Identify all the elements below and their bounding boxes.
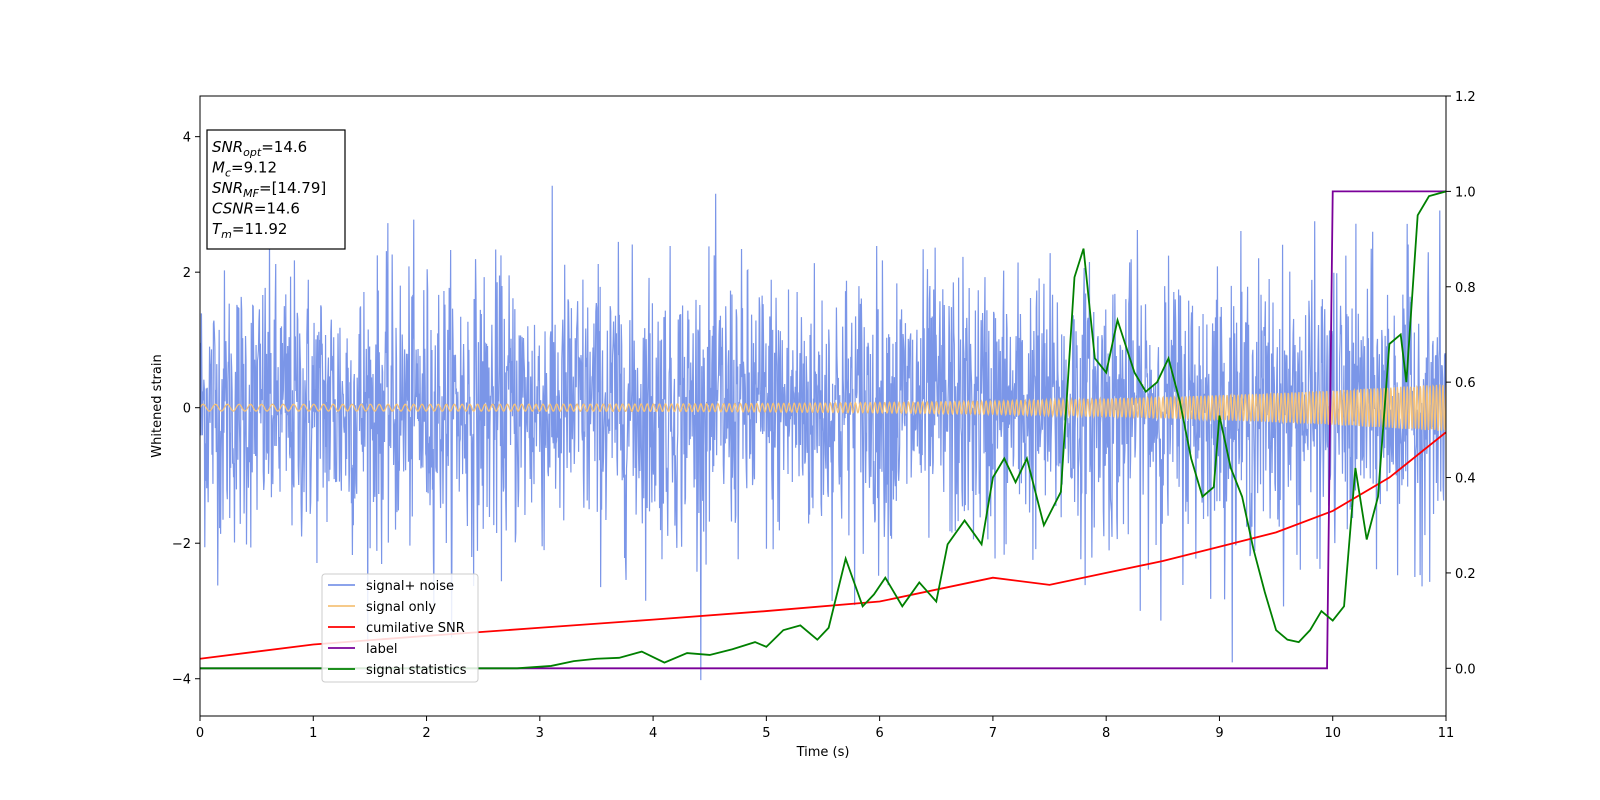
y-right-tick-label: 0.2 [1455,567,1476,582]
y-left-tick-label: −4 [172,673,191,688]
y-right-tick-label: 0.8 [1455,281,1476,296]
annotation-box: SNRopt=14.6Mc=9.12SNRMF=[14.79]CSNR=14.6… [206,129,346,250]
x-tick-label: 0 [196,726,204,741]
x-tick-label: 7 [989,726,997,741]
annotation-line: Tm=11.92 [212,220,287,241]
annotation-line: SNRopt=14.6 [212,138,307,159]
series-cumilative-snr [200,431,1446,660]
y-left-tick-label: 0 [183,402,191,417]
legend-frame [321,573,479,683]
series-signal-statistics [200,190,1446,670]
legend-label: cumilative SNR [366,621,465,636]
y-axis-label: Whitened strain [150,354,165,457]
x-tick-label: 11 [1438,726,1455,741]
legend-label: signal only [366,600,436,615]
x-tick-label: 1 [309,726,317,741]
x-tick-label: 8 [1102,726,1110,741]
x-tick-label: 4 [649,726,657,741]
legend-label: signal+ noise [366,579,454,594]
x-axis-label: Time (s) [796,745,850,760]
annotation-frame [206,129,346,250]
x-tick-label: 9 [1215,726,1223,741]
y-right-tick-label: 1.2 [1455,90,1476,105]
ticks-layer: 0 1 2 3 4 5 6 7 8 9 10 11 −4 −2 0 2 4 0.0 0.2 0.4 0.6 0.8 1.0 1… [172,90,1476,741]
annotation-line: SNRMF=[14.79] [212,179,326,200]
legend-label: signal statistics [366,663,467,678]
legend-label: label [366,642,397,657]
y-right-tick-label: 0.6 [1455,376,1476,391]
x-tick-label: 5 [762,726,770,741]
y-left-tick-label: −2 [172,537,191,552]
x-tick-label: 10 [1324,726,1341,741]
y-right-tick-label: 0.4 [1455,472,1476,487]
plot-frame [199,95,1447,717]
y-left-tick-label: 4 [183,131,191,146]
legend: signal+ noise signal only cumilative SNR la… [321,573,479,683]
y-right-tick-label: 1.0 [1455,185,1476,200]
series-label [200,190,1446,670]
annotation-line: CSNR=14.6 [212,200,300,218]
y-left-tick-label: 2 [183,266,191,281]
series-signal-noise [200,185,1446,681]
y-right-tick-label: 0.0 [1455,662,1476,677]
annotation-line: Mc=9.12 [212,159,277,180]
plot-layer [200,185,1446,681]
x-tick-label: 6 [875,726,883,741]
x-tick-label: 3 [536,726,544,741]
x-tick-label: 2 [422,726,430,741]
series-signal-only [200,384,1446,432]
